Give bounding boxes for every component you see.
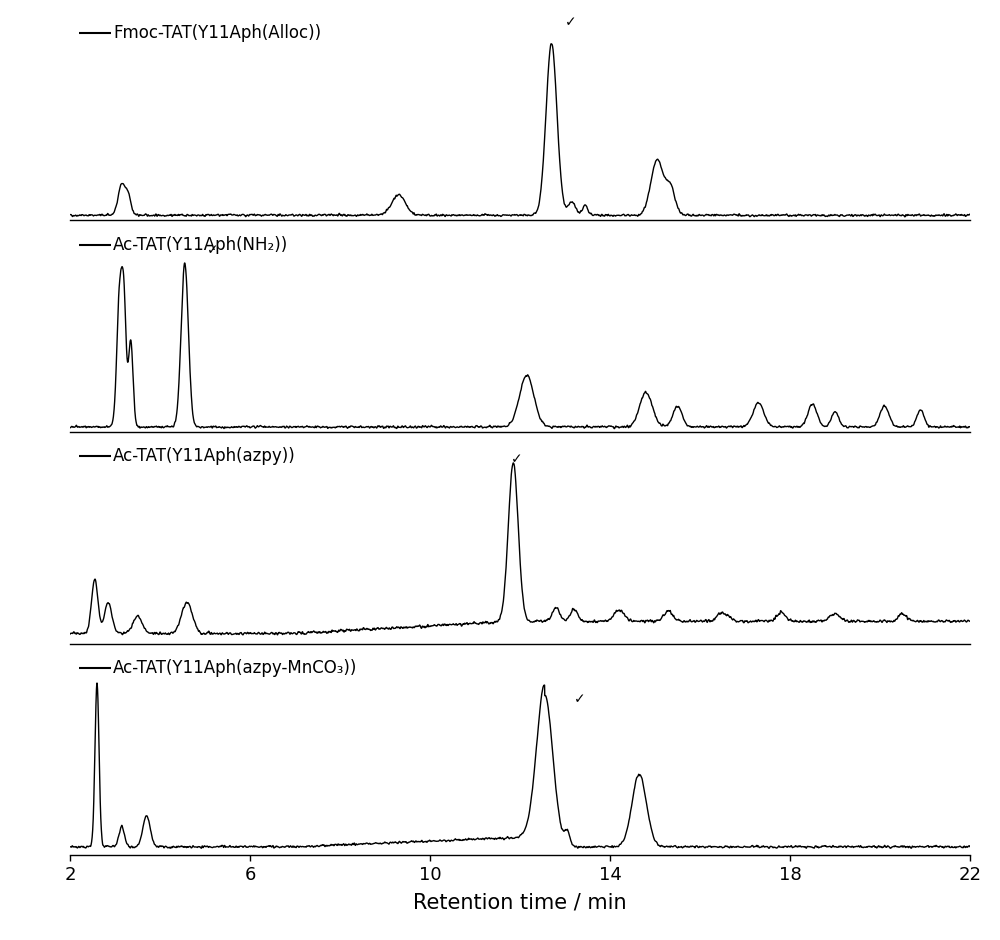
- Text: ✓: ✓: [565, 15, 577, 29]
- Text: Ac-TAT(Y11Aph(azpy-MnCO₃)): Ac-TAT(Y11Aph(azpy-MnCO₃)): [113, 659, 358, 677]
- Text: ✓: ✓: [574, 692, 586, 706]
- Text: Fmoc-TAT(Y11Aph(Alloc)): Fmoc-TAT(Y11Aph(Alloc)): [113, 24, 321, 42]
- Text: ✓: ✓: [207, 243, 219, 257]
- Text: Ac-TAT(Y11Aph(NH₂)): Ac-TAT(Y11Aph(NH₂)): [113, 236, 288, 254]
- Text: Ac-TAT(Y11Aph(azpy)): Ac-TAT(Y11Aph(azpy)): [113, 447, 296, 465]
- Text: ✓: ✓: [511, 452, 523, 466]
- X-axis label: Retention time / min: Retention time / min: [413, 892, 627, 912]
